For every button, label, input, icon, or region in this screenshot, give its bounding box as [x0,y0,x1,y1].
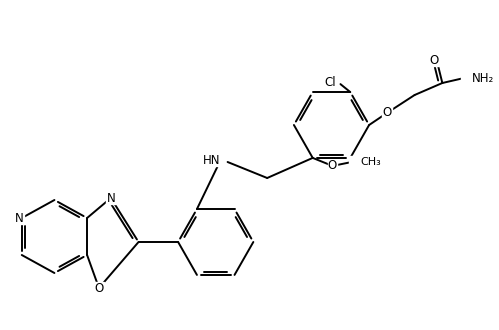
Bar [461,72,483,84]
Bar [106,192,116,204]
Bar [382,107,392,119]
Text: O: O [430,53,439,67]
Bar [204,154,220,166]
Text: CH₃: CH₃ [360,157,381,167]
Bar [430,54,439,66]
Text: N: N [14,212,23,224]
Bar [14,212,23,224]
Text: O: O [94,281,104,294]
Bar [349,156,371,168]
Text: O: O [382,107,392,119]
Text: NH₂: NH₂ [472,72,495,84]
Text: HN: HN [203,153,221,167]
Text: Cl: Cl [325,76,336,88]
Bar [328,160,337,172]
Bar [94,282,104,294]
Text: O: O [328,159,337,172]
Text: N: N [106,191,115,205]
Bar [322,76,338,88]
